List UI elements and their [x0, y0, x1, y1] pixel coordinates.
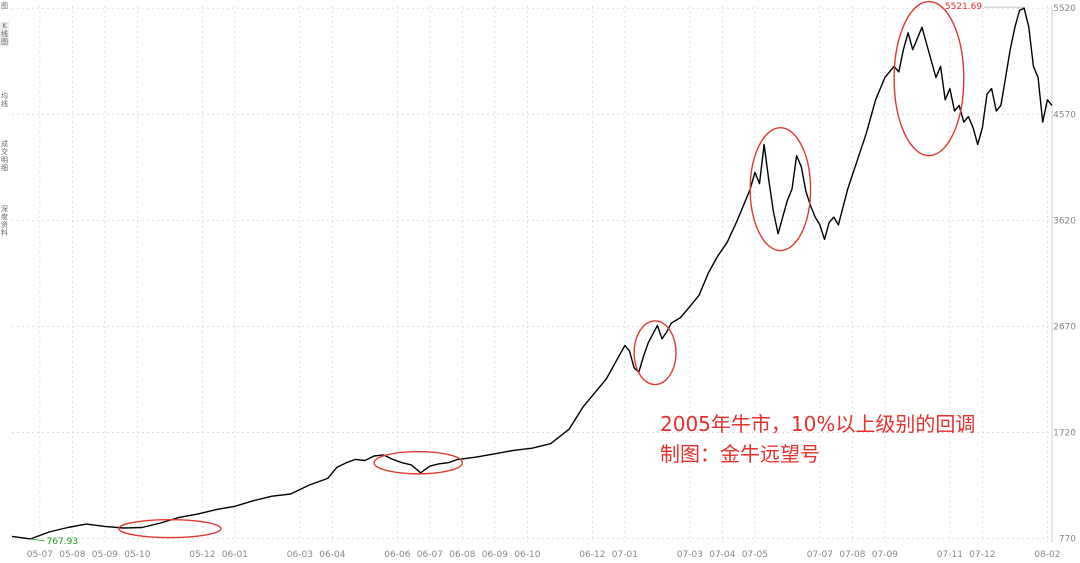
y-tick-label: 5520: [1053, 4, 1076, 14]
x-tick-label: 08-02: [1034, 550, 1060, 559]
sidebar-tab-3[interactable]: 均线: [1, 92, 8, 108]
x-tick-label: 07-07: [807, 550, 833, 559]
min-value-label: 767.93: [47, 537, 78, 547]
correction-circle-4: [749, 127, 812, 252]
x-tick-label: 05-09: [92, 550, 118, 559]
x-tick-label: 06-01: [222, 550, 248, 559]
x-tick-label: 06-09: [482, 550, 508, 559]
x-tick-label: 07-03: [677, 550, 703, 559]
x-tick-label: 05-07: [27, 550, 53, 559]
x-tick-label: 06-03: [287, 550, 313, 559]
x-tick-label: 05-08: [59, 550, 85, 559]
annotation-line-2: 制图：金牛远望号: [660, 442, 820, 466]
x-tick-label: 07-05: [742, 550, 768, 559]
x-tick-label: 05-10: [124, 550, 150, 559]
y-tick-label: 4570: [1053, 110, 1076, 120]
x-tick-label: 07-08: [839, 550, 865, 559]
correction-circle-2: [373, 450, 464, 475]
sidebar-tab-5[interactable]: 深度资料: [1, 205, 8, 237]
min-marker-line: [30, 538, 45, 542]
x-tick-label: 06-06: [384, 550, 410, 559]
x-tick-label: 06-08: [449, 550, 475, 559]
x-tick-label: 06-07: [417, 550, 443, 559]
x-tick-label: 06-12: [579, 550, 605, 559]
sidebar-tab-4[interactable]: 成交明细: [1, 140, 8, 172]
y-tick-label: 770: [1059, 535, 1076, 545]
sidebar-tab-2[interactable]: K线图: [0, 22, 9, 46]
max-value-label: 5521.69: [945, 2, 982, 12]
x-tick-label: 06-10: [514, 550, 540, 559]
y-tick-label: 2670: [1053, 322, 1076, 332]
x-tick-label: 06-04: [319, 550, 345, 559]
x-tick-label: 07-12: [969, 550, 995, 559]
correction-circle-3: [633, 320, 677, 386]
x-tick-label: 07-11: [937, 550, 963, 559]
sidebar-tab-1[interactable]: 图: [1, 2, 8, 10]
y-tick-label: 3620: [1053, 216, 1076, 226]
x-tick-label: 07-04: [709, 550, 735, 559]
x-tick-label: 07-09: [872, 550, 898, 559]
y-tick-label: 1720: [1053, 429, 1076, 439]
correction-circle-5: [893, 0, 965, 157]
annotation-line-1: 2005年牛市，10%以上级别的回调: [660, 412, 976, 436]
series-line: [11, 7, 1053, 540]
correction-circle-1: [118, 518, 222, 539]
x-tick-label: 05-12: [189, 550, 215, 559]
x-tick-label: 07-01: [612, 550, 638, 559]
